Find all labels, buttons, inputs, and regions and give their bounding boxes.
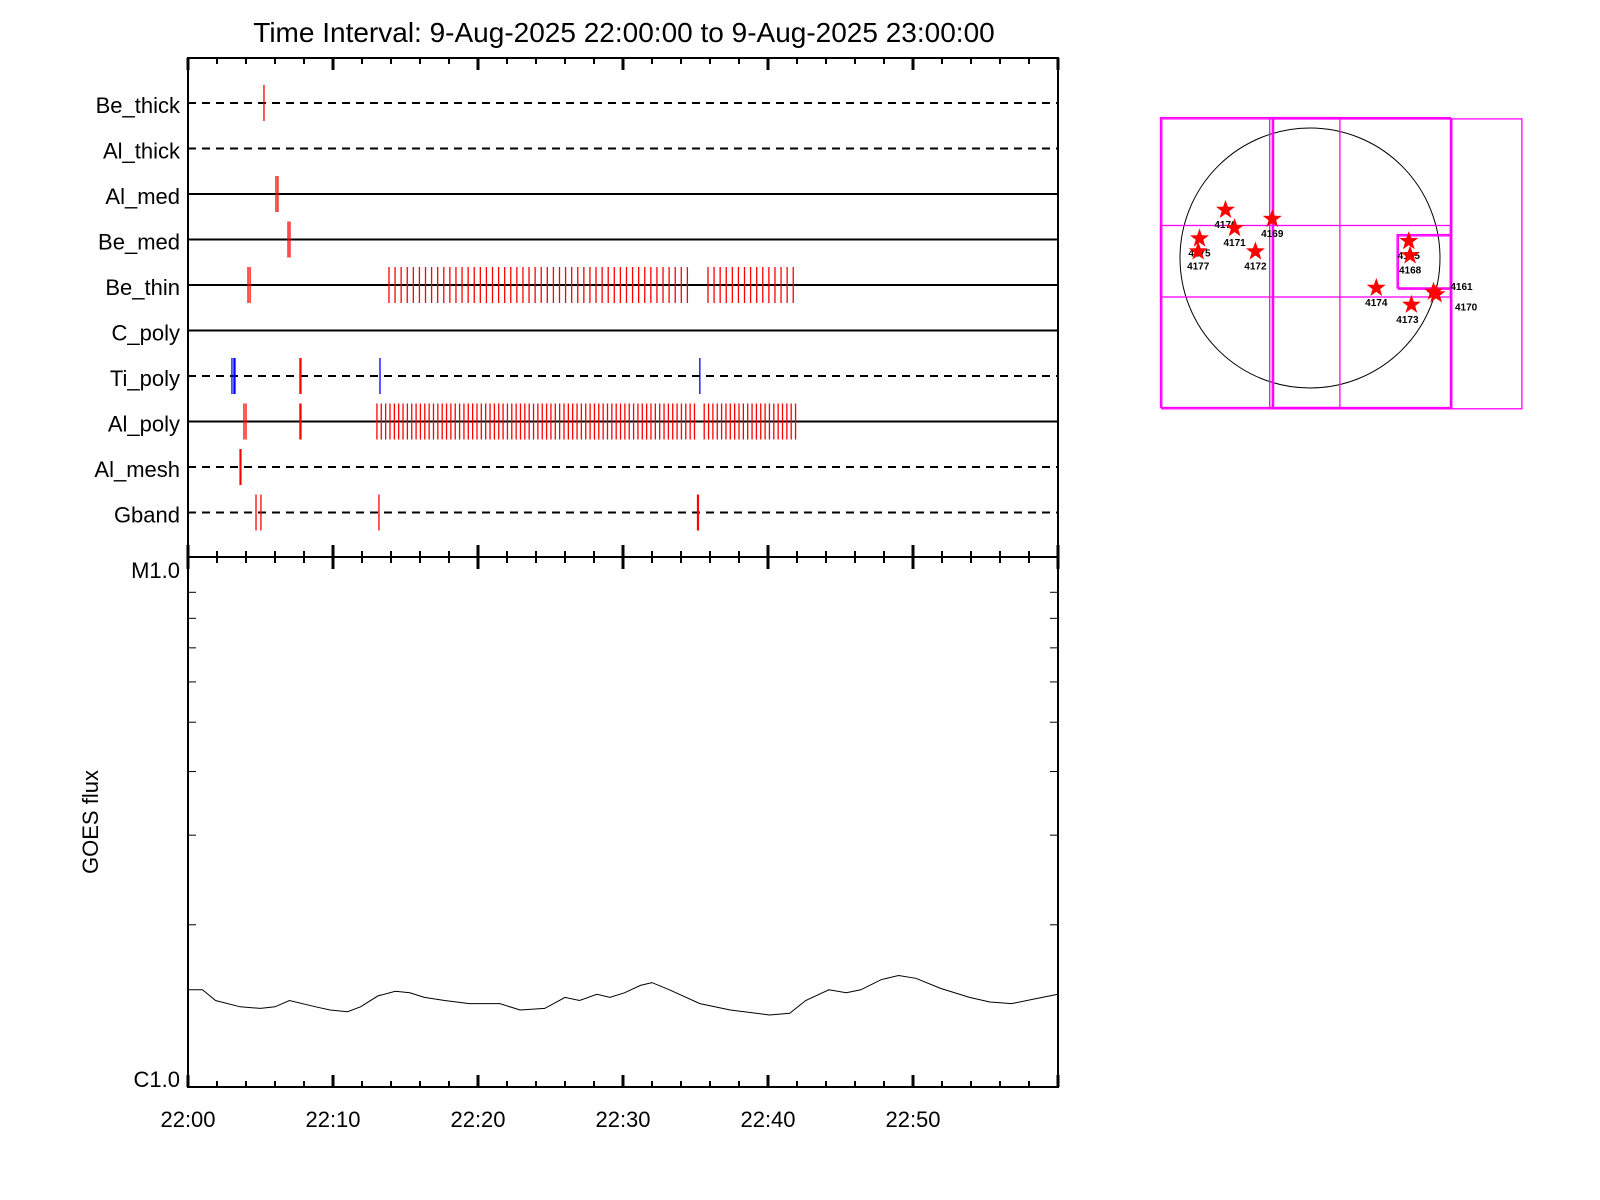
active-region-label: 4169: [1261, 229, 1284, 240]
active-region-label: 4170: [1455, 302, 1478, 313]
active-region-star: [1216, 199, 1235, 218]
active-region-star: [1262, 209, 1282, 228]
active-region-label: 4177: [1187, 262, 1210, 273]
solar-disk-map: 4176417141694175417741724165416841744173…: [1159, 116, 1523, 410]
x-tick-label: 22:50: [885, 1107, 940, 1132]
row-label-ti-poly: Ti_poly: [110, 366, 180, 391]
x-tick-label: 22:00: [160, 1107, 215, 1132]
active-region-label: 4168: [1399, 265, 1422, 276]
timeline-panel: Be_thick Al_thick Al_med Be_med Be_thin C_pol…: [94, 57, 1060, 1087]
active-region-star: [1245, 241, 1265, 260]
active-region-label: 4161: [1450, 282, 1473, 293]
active-region-star: [1399, 231, 1419, 250]
goes-panel: GOES flux M1.0 C1.0 22:00 22:10 22:20 22:30…: [78, 556, 1059, 1132]
row-label-c-poly: C_poly: [112, 321, 180, 346]
x-tick-label: 22:10: [305, 1107, 360, 1132]
active-region-star: [1426, 284, 1446, 303]
y-tick-label-c1: C1.0: [134, 1067, 180, 1092]
active-region-star: [1424, 281, 1443, 300]
active-region-label: 4171: [1223, 238, 1246, 249]
row-label-al-med: Al_med: [105, 184, 180, 209]
goes-flux-line: [188, 974, 1059, 1016]
active-region-star: [1190, 228, 1209, 247]
fov-box: [1269, 116, 1341, 409]
fov-box: [1272, 118, 1523, 410]
fov-box: [1271, 118, 1453, 410]
active-region-label: 4173: [1396, 315, 1419, 326]
row-label-al-poly: Al_poly: [108, 412, 180, 437]
active-region-label: 4174: [1365, 298, 1388, 309]
row-label-be-thin: Be_thin: [105, 275, 180, 300]
x-tick-label: 22:20: [450, 1107, 505, 1132]
row-label-al-thick: Al_thick: [103, 139, 181, 164]
active-region-star: [1401, 294, 1421, 313]
row-label-al-mesh: Al_mesh: [94, 457, 180, 482]
active-region-star: [1400, 245, 1420, 264]
y-axis-label: GOES flux: [78, 770, 103, 874]
x-tick-label: 22:40: [740, 1107, 795, 1132]
x-tick-label: 22:30: [595, 1107, 650, 1132]
row-label-be-med: Be_med: [98, 230, 180, 255]
solar-limb: [1179, 127, 1441, 389]
goes-frame: [187, 556, 1059, 1088]
timeline-frame: [187, 57, 1059, 558]
row-label-gband: Gband: [114, 503, 180, 528]
active-region-star: [1188, 241, 1208, 260]
active-region-star: [1366, 277, 1386, 296]
y-tick-label-m1: M1.0: [131, 558, 180, 583]
row-label-be-thick: Be_thick: [96, 93, 181, 118]
chart-title: Time Interval: 9-Aug-2025 22:00:00 to 9-…: [253, 17, 994, 48]
active-region-star: [1225, 218, 1245, 237]
fov-box: [1396, 233, 1452, 289]
active-region-label: 4172: [1244, 262, 1267, 273]
